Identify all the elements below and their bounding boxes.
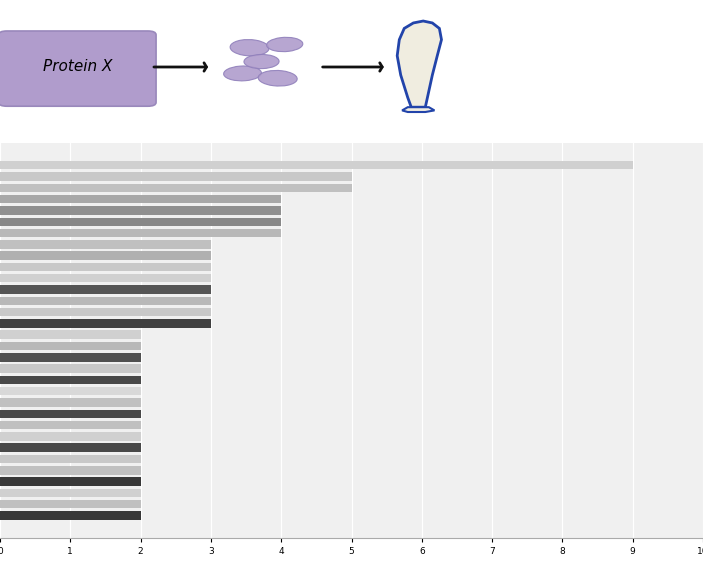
Bar (0, 195, 281, 204)
Bar (0, 274, 211, 283)
Bar (0, 206, 281, 214)
Bar (0, 308, 211, 316)
Bar (0, 500, 141, 509)
FancyBboxPatch shape (0, 31, 156, 106)
Bar (0, 488, 141, 497)
Bar (0, 252, 211, 260)
Polygon shape (397, 21, 441, 107)
Ellipse shape (258, 70, 297, 86)
Bar (0, 364, 141, 373)
Ellipse shape (266, 37, 303, 51)
Bar (0, 421, 141, 430)
Bar (0, 172, 352, 181)
Bar (0, 217, 281, 226)
Bar (0, 376, 141, 384)
Bar (0, 410, 141, 418)
Bar (0, 353, 141, 362)
Ellipse shape (230, 39, 269, 56)
Bar (0, 511, 141, 520)
Bar (0, 342, 141, 350)
Bar (0, 229, 281, 237)
Bar (0, 184, 352, 192)
Bar (0, 161, 633, 169)
Bar (0, 240, 211, 249)
Polygon shape (402, 107, 434, 112)
Text: Protein X: Protein X (43, 59, 112, 74)
Bar (0, 285, 211, 294)
Bar (0, 331, 141, 339)
Bar (0, 387, 141, 395)
Ellipse shape (244, 54, 279, 69)
Bar (0, 263, 211, 271)
Bar (0, 432, 141, 440)
Bar (0, 297, 211, 305)
Bar (0, 319, 211, 328)
Bar (0, 455, 141, 463)
Bar (0, 466, 141, 475)
Ellipse shape (224, 66, 262, 81)
Bar (0, 478, 141, 486)
Bar (0, 443, 141, 452)
Bar (0, 398, 141, 407)
